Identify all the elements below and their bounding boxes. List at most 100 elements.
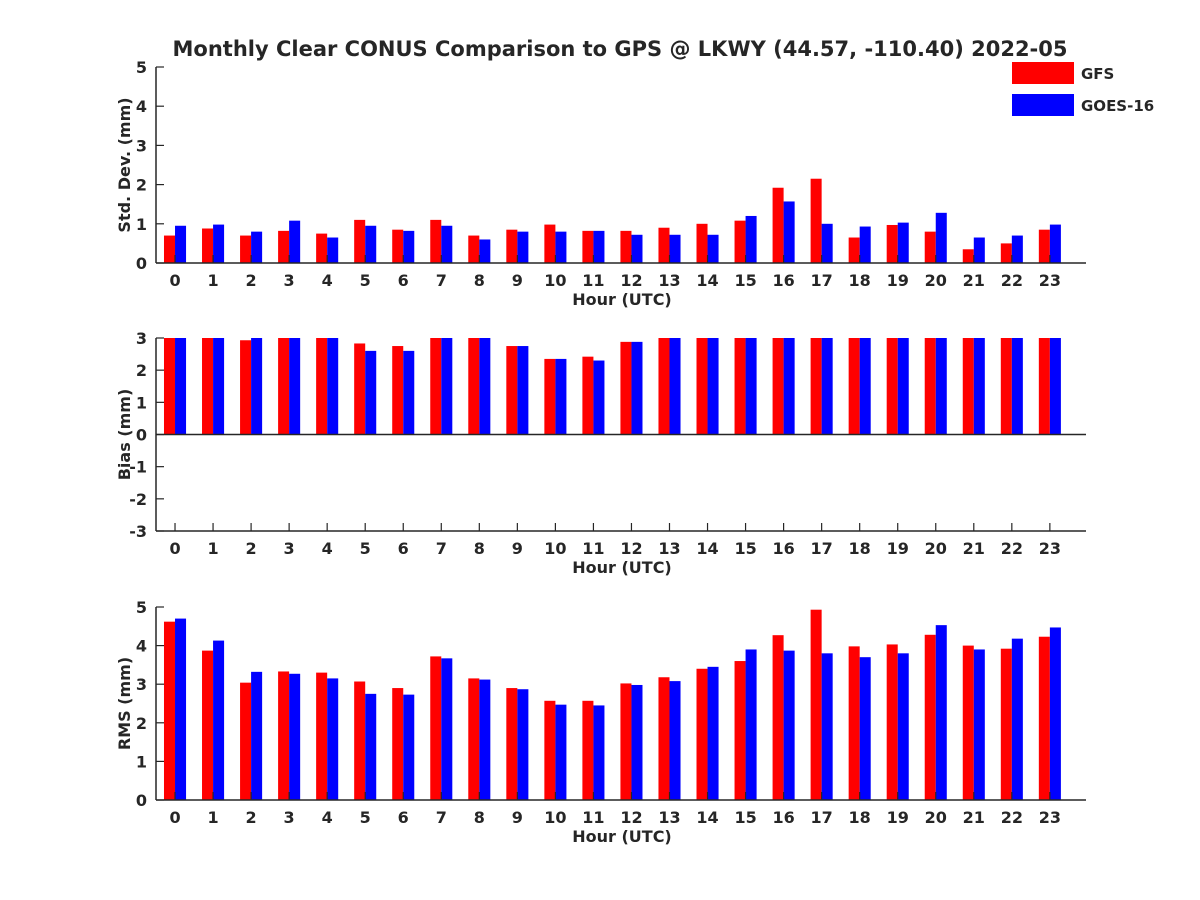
bar-gfs-hour-21 — [962, 338, 974, 435]
y-tick-label: 5 — [136, 58, 147, 77]
bar-gfs-hour-17 — [810, 178, 822, 263]
x-tick-label: 1 — [207, 539, 218, 558]
bar-goes-16-hour-12 — [631, 234, 643, 263]
x-tick-label: 3 — [284, 271, 295, 290]
bar-gfs-hour-1 — [202, 650, 214, 800]
bar-goes-16-hour-7 — [441, 225, 453, 263]
x-tick-label: 22 — [1001, 539, 1023, 558]
bar-goes-16-hour-3 — [289, 338, 301, 435]
x-tick-label: 22 — [1001, 271, 1023, 290]
bar-gfs-hour-9 — [506, 688, 518, 800]
bar-gfs-hour-12 — [620, 341, 632, 435]
x-tick-label: 2 — [246, 808, 257, 827]
bar-gfs-hour-2 — [240, 682, 252, 800]
bar-gfs-hour-8 — [468, 678, 480, 800]
x-tick-label: 8 — [474, 271, 485, 290]
x-tick-label: 14 — [696, 808, 718, 827]
y-tick-label: 4 — [136, 637, 147, 656]
bar-gfs-hour-7 — [430, 219, 442, 263]
bar-gfs-hour-18 — [848, 646, 860, 800]
legend-label-gfs: GFS — [1081, 65, 1114, 83]
legend-label-goes-16: GOES-16 — [1081, 97, 1154, 115]
x-tick-label: 17 — [811, 808, 833, 827]
bar-gfs-hour-6 — [392, 688, 404, 800]
bar-gfs-hour-4 — [316, 233, 328, 263]
legend-swatch-gfs — [1012, 62, 1074, 84]
bar-gfs-hour-20 — [924, 338, 936, 435]
x-tick-label: 17 — [811, 539, 833, 558]
x-axis-label: Hour (UTC) — [572, 827, 672, 846]
bar-gfs-hour-9 — [506, 229, 518, 263]
bar-goes-16-hour-6 — [403, 230, 415, 263]
bar-goes-16-hour-22 — [1011, 235, 1023, 263]
x-tick-label: 13 — [658, 808, 680, 827]
bar-goes-16-hour-9 — [517, 231, 529, 263]
bar-goes-16-hour-15 — [745, 649, 757, 800]
bar-goes-16-hour-20 — [935, 338, 947, 435]
x-tick-label: 12 — [620, 271, 642, 290]
y-tick-label: 0 — [136, 791, 147, 810]
x-tick-label: 11 — [582, 808, 604, 827]
bar-goes-16-hour-13 — [669, 338, 681, 435]
x-tick-label: 23 — [1039, 539, 1061, 558]
x-tick-label: 13 — [658, 271, 680, 290]
x-tick-label: 10 — [544, 539, 566, 558]
bar-goes-16-hour-17 — [821, 653, 833, 800]
x-tick-label: 15 — [734, 808, 756, 827]
bar-gfs-hour-3 — [278, 671, 290, 800]
bar-goes-16-hour-12 — [631, 684, 643, 800]
bar-gfs-hour-9 — [506, 346, 518, 435]
bar-goes-16-hour-14 — [707, 234, 719, 263]
y-tick-label: 4 — [136, 97, 147, 116]
x-tick-label: 0 — [169, 539, 180, 558]
bar-gfs-hour-14 — [696, 668, 708, 800]
x-tick-label: 16 — [772, 539, 794, 558]
y-tick-label: -2 — [129, 490, 147, 509]
bar-gfs-hour-11 — [582, 356, 594, 435]
x-tick-label: 6 — [398, 271, 409, 290]
bar-gfs-hour-23 — [1038, 636, 1050, 800]
bar-goes-16-hour-17 — [821, 338, 833, 435]
bar-gfs-hour-23 — [1038, 229, 1050, 263]
bar-gfs-hour-6 — [392, 229, 404, 263]
x-tick-label: 18 — [849, 808, 871, 827]
x-tick-label: 23 — [1039, 808, 1061, 827]
bar-goes-16-hour-15 — [745, 215, 757, 263]
bar-gfs-hour-15 — [734, 338, 746, 435]
bar-gfs-hour-18 — [848, 338, 860, 435]
x-tick-label: 5 — [360, 539, 371, 558]
bar-goes-16-hour-10 — [555, 231, 567, 263]
bar-gfs-hour-10 — [544, 358, 556, 435]
bar-goes-16-hour-16 — [783, 201, 795, 263]
bar-goes-16-hour-8 — [479, 338, 491, 435]
bar-goes-16-hour-10 — [555, 358, 567, 435]
bar-goes-16-hour-4 — [327, 338, 339, 435]
x-tick-label: 13 — [658, 539, 680, 558]
legend-swatch-goes-16 — [1012, 94, 1074, 116]
bar-gfs-hour-16 — [772, 187, 784, 263]
x-tick-label: 19 — [887, 808, 909, 827]
bar-goes-16-hour-21 — [973, 338, 985, 435]
x-tick-label: 2 — [246, 271, 257, 290]
x-tick-label: 7 — [436, 271, 447, 290]
bar-goes-16-hour-8 — [479, 679, 491, 800]
bar-goes-16-hour-1 — [213, 338, 225, 435]
bar-goes-16-hour-9 — [517, 689, 529, 800]
bar-goes-16-hour-15 — [745, 338, 757, 435]
bar-gfs-hour-1 — [202, 228, 214, 263]
x-tick-label: 19 — [887, 271, 909, 290]
bar-gfs-hour-3 — [278, 230, 290, 263]
bar-goes-16-hour-13 — [669, 681, 681, 800]
bar-gfs-hour-5 — [354, 219, 366, 263]
bar-goes-16-hour-19 — [897, 653, 909, 800]
bar-gfs-hour-15 — [734, 220, 746, 263]
bar-goes-16-hour-12 — [631, 341, 643, 435]
x-tick-label: 0 — [169, 808, 180, 827]
bar-goes-16-hour-16 — [783, 650, 795, 800]
x-tick-label: 9 — [512, 539, 523, 558]
bar-goes-16-hour-21 — [973, 237, 985, 263]
bar-goes-16-hour-0 — [175, 225, 187, 263]
y-tick-label: 1 — [136, 752, 147, 771]
bar-goes-16-hour-21 — [973, 649, 985, 800]
